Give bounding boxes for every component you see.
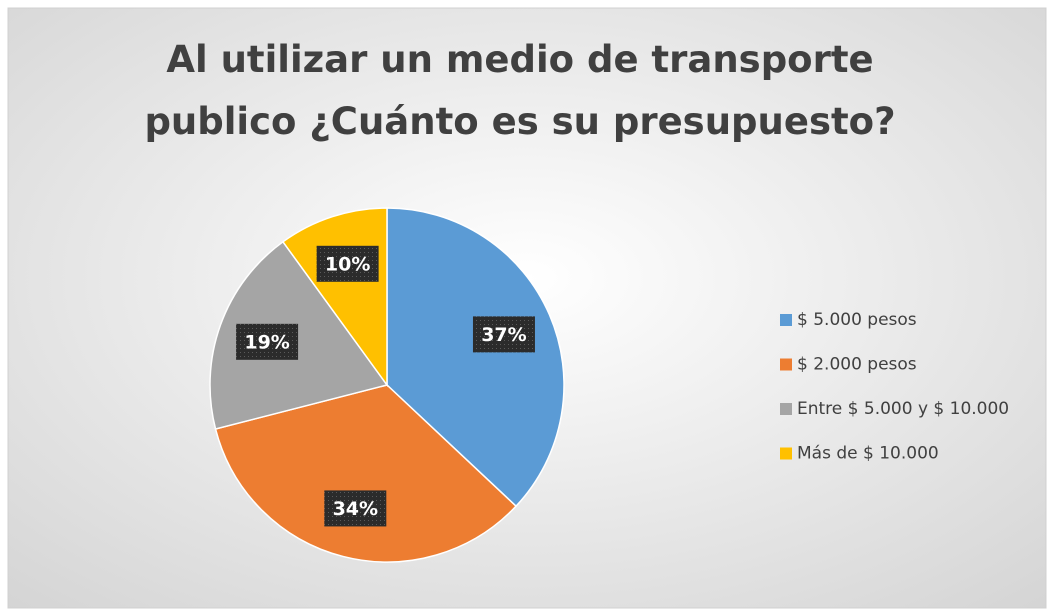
legend-swatch [780,314,792,326]
data-label-box [236,323,299,360]
pie-slice [386,207,565,508]
pie-slice [214,384,518,563]
data-label: 19% [244,331,289,353]
data-label-box [324,490,387,527]
legend-swatch [780,358,792,371]
legend-label: Entre $ 5.000 y $ 10.000 [797,399,1009,419]
data-label: 34% [333,498,378,520]
data-label: 37% [481,324,526,346]
data-label: 10% [325,253,370,275]
legend-label: Más de $ 10.000 [797,444,939,464]
chart-title: publico ¿Cuánto es su presupuesto? [144,100,895,143]
legend-swatch [780,447,792,460]
legend-label: $ 5.000 pesos [797,310,917,330]
pie-slice [209,240,389,430]
data-label-box [316,245,379,282]
legend-label: $ 2.000 pesos [797,355,917,375]
data-label-box [472,316,535,353]
legend-swatch [780,403,792,415]
chart-title: Al utilizar un medio de transporte [166,38,873,81]
